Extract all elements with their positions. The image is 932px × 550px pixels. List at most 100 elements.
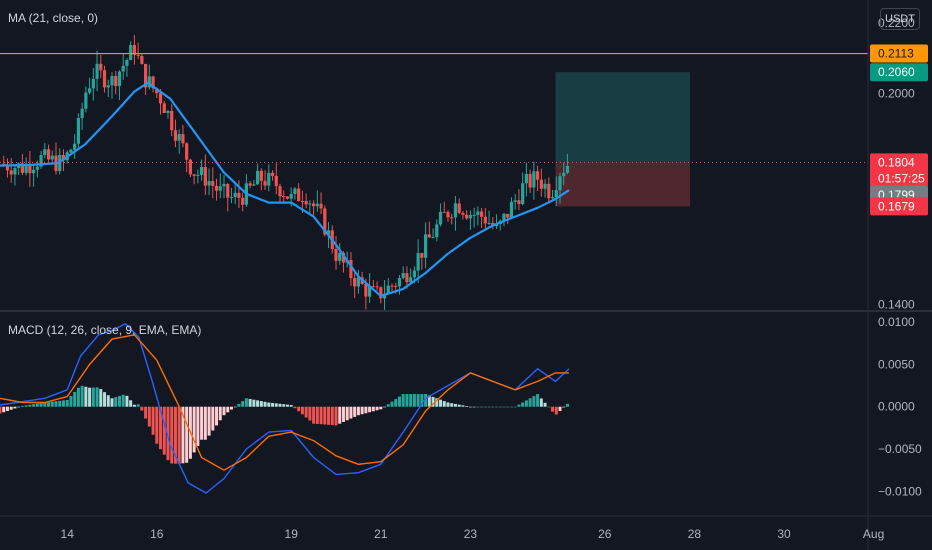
histogram-bar <box>521 402 525 407</box>
histogram-bar <box>528 398 532 407</box>
candle-body <box>558 176 562 191</box>
histogram-bar <box>166 406 170 461</box>
histogram-bar <box>155 406 159 444</box>
histogram-bar <box>17 406 21 408</box>
candle-body <box>483 216 487 224</box>
candle-body <box>267 172 271 186</box>
candle-body <box>237 192 241 198</box>
histogram-bar <box>76 387 80 407</box>
histogram-bar <box>487 406 491 408</box>
histogram-bar <box>129 400 133 407</box>
macd-histogram <box>0 385 569 464</box>
histogram-bar <box>300 406 304 415</box>
histogram-bar <box>271 402 275 407</box>
candle-body <box>300 200 304 202</box>
candle-body <box>181 134 185 144</box>
histogram-bar <box>259 401 263 407</box>
time-tick-label: 16 <box>150 527 164 541</box>
unit-badge[interactable]: USDT <box>880 8 920 30</box>
macd-tick-label: −0.0050 <box>878 442 922 456</box>
price-lines[interactable] <box>0 52 868 163</box>
histogram-bar <box>312 406 316 424</box>
candle-body <box>43 149 47 156</box>
price-tick-label: 0.1400 <box>878 298 915 312</box>
candle-body <box>207 181 211 186</box>
candle-body <box>465 214 469 219</box>
candle-body <box>528 173 532 188</box>
candle-body <box>69 149 73 153</box>
histogram-bar <box>5 406 9 411</box>
histogram-bar <box>345 406 349 421</box>
histogram-bar <box>338 406 342 424</box>
candle-body <box>472 214 476 216</box>
histogram-bar <box>480 406 484 408</box>
candle-body <box>547 183 551 199</box>
histogram-bar <box>349 406 353 419</box>
histogram-bar <box>435 398 439 407</box>
candle-body <box>401 273 405 279</box>
candle-body <box>226 183 230 198</box>
histogram-bar <box>237 403 241 407</box>
candle-body <box>476 211 480 215</box>
candle-body <box>170 110 174 131</box>
histogram-bar <box>2 406 6 413</box>
candle-body <box>405 273 409 283</box>
candle-body <box>297 188 301 201</box>
histogram-bar <box>114 397 118 407</box>
candle-body <box>550 197 555 199</box>
candle-body <box>196 174 200 176</box>
histogram-bar <box>293 406 297 409</box>
histogram-bar <box>241 401 245 407</box>
time-tick-label: 30 <box>777 527 791 541</box>
candle-body <box>409 277 413 283</box>
histogram-bar <box>185 406 189 463</box>
histogram-bar <box>256 400 260 407</box>
histogram-bar <box>121 394 125 407</box>
histogram-bar <box>304 406 308 418</box>
histogram-bar <box>412 394 416 407</box>
candle-body <box>28 164 32 174</box>
candle-body <box>468 214 472 219</box>
histogram-bar <box>125 395 129 407</box>
histogram-bar <box>54 401 58 407</box>
main-legend[interactable]: MA (21, close, 0) <box>8 11 99 25</box>
histogram-bar <box>69 395 73 407</box>
candle-body <box>173 130 178 141</box>
candle-body <box>453 203 458 218</box>
histogram-bar <box>390 401 394 407</box>
histogram-bar <box>147 406 151 427</box>
candle-body <box>386 285 390 294</box>
histogram-bar <box>43 402 47 407</box>
candle-body <box>338 252 342 261</box>
candle-body <box>506 213 510 218</box>
candle-body <box>334 249 338 261</box>
long-position-tool[interactable] <box>555 72 690 207</box>
candle-body <box>106 85 110 88</box>
time-axis-ticks: 14 16 19 21 23 26 28 30 Aug <box>61 527 885 541</box>
histogram-bar <box>263 401 267 407</box>
histogram-bar <box>543 402 547 407</box>
macd-legend[interactable]: MACD (12, 26, close, 9, EMA, EMA) <box>8 323 202 337</box>
ma-21-series <box>0 81 570 297</box>
histogram-bar <box>420 394 424 407</box>
hline-price-badge-bg <box>870 44 928 63</box>
histogram-bar <box>319 406 323 425</box>
candle-body <box>95 63 99 79</box>
candle-body <box>211 181 215 186</box>
histogram-bar <box>192 406 196 453</box>
candle-body <box>521 183 525 205</box>
histogram-bar <box>170 406 174 464</box>
candle-body <box>450 217 454 219</box>
candle-body <box>502 213 506 221</box>
candle-body <box>50 155 54 160</box>
candle-body <box>416 252 420 271</box>
candle-body <box>554 190 558 198</box>
histogram-bar <box>229 406 233 410</box>
histogram-bar <box>50 401 54 407</box>
candle-body <box>487 222 491 224</box>
histogram-bar <box>431 396 435 407</box>
histogram-bar <box>117 395 121 407</box>
candle-body <box>218 186 222 191</box>
